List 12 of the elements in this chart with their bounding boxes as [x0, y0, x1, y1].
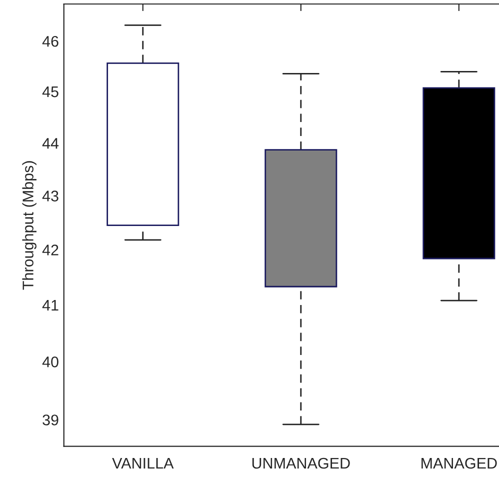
y-tick-label: 43 — [42, 190, 58, 202]
y-tick-label: 42 — [42, 244, 58, 256]
y-tick-label: 45 — [42, 86, 58, 98]
y-tick-label: 40 — [42, 356, 58, 368]
x-tick-label: UNMANAGED — [252, 458, 350, 469]
y-tick-label: 41 — [42, 300, 58, 311]
y-tick-label: 44 — [42, 138, 59, 149]
x-tick-label: MANAGED — [422, 458, 497, 469]
x-tick-label: VANILLA — [112, 458, 174, 469]
y-tick-label: 46 — [42, 36, 58, 47]
y-axis-title: Throughput (Mbps) — [22, 161, 36, 290]
y-tick-label: 39 — [42, 414, 58, 426]
